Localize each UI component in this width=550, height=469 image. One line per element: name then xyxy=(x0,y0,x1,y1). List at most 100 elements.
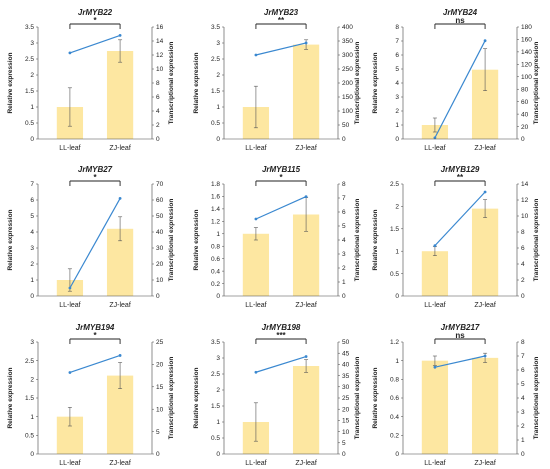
right-tick-label: 5 xyxy=(342,223,346,230)
category-label: ZJ-leaf xyxy=(295,460,316,467)
left-tick-label: 2.5 xyxy=(211,56,220,63)
right-tick-label: 4 xyxy=(156,108,160,115)
right-axis-label: Transcriptional expression xyxy=(168,42,175,125)
left-tick-label: 1 xyxy=(216,419,220,426)
right-tick-label: 15 xyxy=(156,384,164,391)
right-tick-label: 10 xyxy=(156,406,164,413)
right-tick-label: 3 xyxy=(342,251,346,258)
category-label: ZJ-leaf xyxy=(295,145,316,152)
left-tick-label: 0 xyxy=(395,136,399,143)
line-point-ll-leaf xyxy=(68,371,72,374)
right-tick-label: 350 xyxy=(342,38,353,45)
left-tick-label: 1.5 xyxy=(211,403,220,410)
left-tick-label: 1 xyxy=(216,231,220,238)
right-tick-label: 14 xyxy=(521,181,529,188)
right-tick-label: 0 xyxy=(342,451,346,458)
right-tick-label: 20 xyxy=(521,124,529,131)
left-tick-label: 0.5 xyxy=(25,433,34,440)
line-point-zj-leaf xyxy=(118,197,122,200)
chart-panel-5: JrMYB115 0 0.2 0.4 0.6 0.8 1 1.2 1.4 1.6 1.8 0 1 2 3 4 5… xyxy=(193,165,361,309)
right-tick-label: 25 xyxy=(156,339,164,346)
left-tick-label: 0 xyxy=(216,451,220,458)
right-tick-label: 40 xyxy=(156,229,164,236)
transcriptional-line xyxy=(434,40,486,139)
category-label: LL-leaf xyxy=(59,460,80,467)
right-tick-label: 6 xyxy=(521,245,525,252)
line-point-zj-leaf xyxy=(304,195,308,199)
right-tick-label: 12 xyxy=(521,197,529,204)
left-tick-label: 5 xyxy=(30,213,34,220)
chart-title: JrMYB194 xyxy=(76,323,115,332)
left-tick-label: 1 xyxy=(30,104,34,111)
left-tick-label: 2.5 xyxy=(25,358,34,365)
transcriptional-line xyxy=(255,196,307,220)
bar-zj-leaf xyxy=(471,208,499,296)
left-axis-label: Relative expression xyxy=(372,367,379,428)
right-tick-label: 200 xyxy=(342,80,353,87)
left-tick-label: 1.5 xyxy=(211,88,220,95)
left-axis-label: Relative expression xyxy=(7,209,14,270)
right-tick-label: 8 xyxy=(342,181,346,188)
left-tick-label: 1 xyxy=(395,122,399,129)
significance-label: * xyxy=(279,173,283,182)
right-tick-label: 40 xyxy=(521,111,529,118)
right-tick-label: 20 xyxy=(156,362,164,369)
category-label: LL-leaf xyxy=(424,145,445,152)
right-axis-label: Transcriptional expression xyxy=(168,199,175,282)
left-tick-label: 6 xyxy=(30,197,34,204)
right-tick-label: 8 xyxy=(156,80,160,87)
right-tick-label: 5 xyxy=(342,440,346,447)
category-label: ZJ-leaf xyxy=(109,145,130,152)
significance-label: ** xyxy=(278,16,285,25)
significance-label: ns xyxy=(455,331,465,340)
right-tick-label: 2 xyxy=(521,423,525,430)
line-point-ll-leaf xyxy=(433,136,437,140)
transcriptional-line xyxy=(255,355,307,373)
right-tick-label: 10 xyxy=(156,277,164,284)
right-tick-label: 10 xyxy=(156,66,164,73)
category-label: LL-leaf xyxy=(245,302,266,309)
line-point-zj-leaf xyxy=(483,190,487,194)
left-axis-label: Relative expression xyxy=(7,52,14,113)
left-tick-label: 2 xyxy=(395,204,399,211)
left-tick-label: 1 xyxy=(395,248,399,255)
line-point-ll-leaf xyxy=(254,217,258,221)
left-tick-label: 0.5 xyxy=(390,271,399,278)
chart-panel-9: JrMYB217 0 0.2 0.4 0.6 0.8 1 1.2 0 1 2 3 4 5 6 7 8 LL-lea… xyxy=(372,323,540,467)
left-tick-label: 4 xyxy=(30,229,34,236)
category-label: ZJ-leaf xyxy=(295,302,316,309)
category-label: ZJ-leaf xyxy=(474,460,495,467)
left-tick-label: 2 xyxy=(30,377,34,384)
right-axis-label: Transcriptional expression xyxy=(533,357,540,440)
right-axis-label: Transcriptional expression xyxy=(354,357,361,440)
significance-label: ns xyxy=(455,16,465,25)
line-point-ll-leaf xyxy=(68,286,72,290)
chart-title: JrMYB22 xyxy=(78,8,113,17)
left-tick-label: 2.5 xyxy=(211,371,220,378)
left-tick-label: 1.8 xyxy=(211,181,220,188)
right-tick-label: 250 xyxy=(342,66,353,73)
bar-zj-leaf xyxy=(292,366,320,454)
left-axis-label: Relative expression xyxy=(193,52,200,113)
left-tick-label: 1 xyxy=(30,277,34,284)
right-tick-label: 35 xyxy=(342,373,350,380)
transcriptional-line xyxy=(434,355,486,368)
line-point-ll-leaf xyxy=(433,244,437,248)
right-tick-label: 7 xyxy=(521,353,525,360)
right-tick-label: 4 xyxy=(342,237,346,244)
significance-label: * xyxy=(93,16,97,25)
chart-panel-1: JrMYB22 0 0.5 1 1.5 2 2.5 3 3.5 0 2 4 6 8 10 12 14 16 LL-l… xyxy=(7,8,175,152)
right-tick-label: 80 xyxy=(521,86,529,93)
left-tick-label: 1.5 xyxy=(25,88,34,95)
line-point-zj-leaf xyxy=(304,41,308,45)
right-axis-label: Transcriptional expression xyxy=(533,42,540,125)
left-tick-label: 2 xyxy=(216,72,220,79)
chart-panel-3: JrMYB24012345678020406080100120140160180… xyxy=(372,8,540,152)
right-axis-label: Transcriptional expression xyxy=(354,42,361,125)
right-tick-label: 15 xyxy=(342,418,350,425)
left-axis-label: Relative expression xyxy=(193,367,200,428)
right-tick-label: 50 xyxy=(342,122,350,129)
right-tick-label: 50 xyxy=(156,213,164,220)
